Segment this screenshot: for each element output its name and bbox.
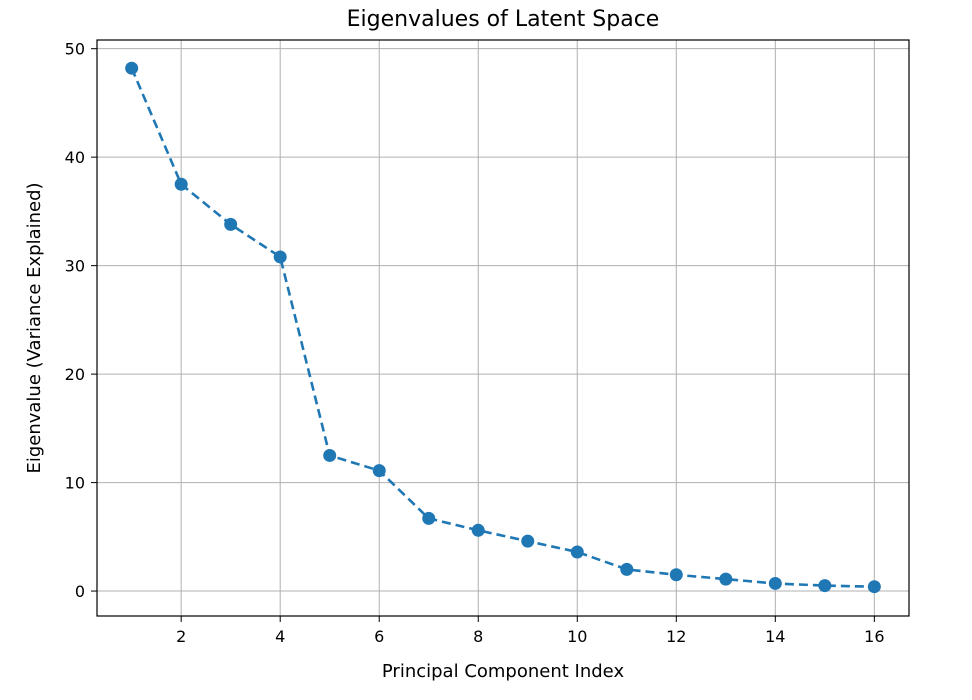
y-tick-label: 40 xyxy=(65,148,85,167)
data-point xyxy=(719,572,733,586)
data-point xyxy=(224,217,238,231)
plot-area-frame xyxy=(96,39,910,617)
data-point xyxy=(570,545,584,559)
data-point xyxy=(125,61,139,75)
data-point xyxy=(273,250,287,264)
y-tick-label: 50 xyxy=(65,40,85,59)
data-point xyxy=(669,568,683,582)
data-point xyxy=(867,580,881,594)
data-point xyxy=(471,523,485,537)
x-tick-label: 14 xyxy=(765,627,785,646)
grid-layer xyxy=(97,40,909,616)
x-tick-label: 16 xyxy=(864,627,884,646)
x-tick-label: 4 xyxy=(275,627,285,646)
series-line xyxy=(130,67,875,588)
chart-title: Eigenvalues of Latent Space xyxy=(347,7,660,32)
y-axis-label: Eigenvalue (Variance Explained) xyxy=(24,182,45,473)
data-point xyxy=(620,562,634,576)
x-axis-label: Principal Component Index xyxy=(382,661,625,682)
x-tick-label: 2 xyxy=(176,627,186,646)
y-tick-label: 20 xyxy=(65,365,85,384)
x-tick-label: 8 xyxy=(473,627,483,646)
x-tick-label: 10 xyxy=(567,627,587,646)
y-tick-label: 0 xyxy=(75,582,85,601)
data-point xyxy=(818,579,832,593)
data-point xyxy=(323,448,337,462)
data-point xyxy=(521,534,535,548)
y-tick-label: 10 xyxy=(65,474,85,493)
tick-layer: 2 4 6 8 10 12 14 16 0 10 20 30 40 50 xyxy=(65,40,885,646)
y-tick-label: 30 xyxy=(65,257,85,276)
x-tick-label: 6 xyxy=(374,627,384,646)
data-point xyxy=(768,576,782,590)
data-point xyxy=(174,177,188,191)
x-tick-label: 12 xyxy=(666,627,686,646)
data-point xyxy=(422,511,436,525)
data-point xyxy=(372,464,386,478)
series-layer xyxy=(125,61,881,594)
